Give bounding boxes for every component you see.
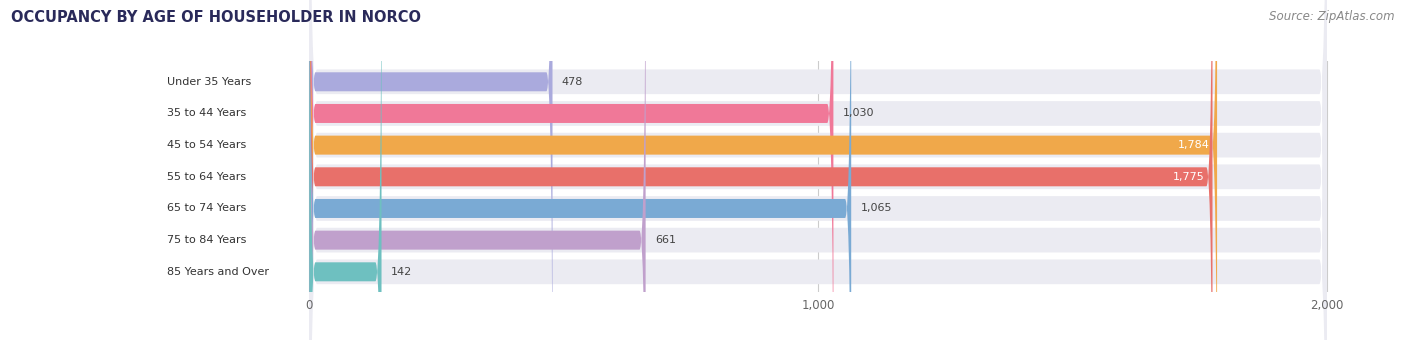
FancyBboxPatch shape <box>309 0 1218 340</box>
Text: 1,775: 1,775 <box>1173 172 1205 182</box>
FancyBboxPatch shape <box>309 0 1327 340</box>
Text: Under 35 Years: Under 35 Years <box>167 77 252 87</box>
Text: 661: 661 <box>655 235 676 245</box>
Text: 45 to 54 Years: 45 to 54 Years <box>167 140 246 150</box>
Text: 75 to 84 Years: 75 to 84 Years <box>167 235 246 245</box>
FancyBboxPatch shape <box>309 0 381 340</box>
FancyBboxPatch shape <box>309 0 645 340</box>
Text: 1,065: 1,065 <box>860 203 891 214</box>
Text: OCCUPANCY BY AGE OF HOUSEHOLDER IN NORCO: OCCUPANCY BY AGE OF HOUSEHOLDER IN NORCO <box>11 10 422 25</box>
FancyBboxPatch shape <box>309 0 1212 340</box>
Text: 35 to 44 Years: 35 to 44 Years <box>167 108 246 118</box>
FancyBboxPatch shape <box>309 0 1327 340</box>
Text: 1,030: 1,030 <box>842 108 875 118</box>
FancyBboxPatch shape <box>309 0 1327 340</box>
FancyBboxPatch shape <box>309 0 851 340</box>
FancyBboxPatch shape <box>309 0 834 340</box>
FancyBboxPatch shape <box>309 0 1327 340</box>
Text: Source: ZipAtlas.com: Source: ZipAtlas.com <box>1270 10 1395 23</box>
FancyBboxPatch shape <box>309 0 1327 340</box>
Text: 142: 142 <box>391 267 412 277</box>
Text: 1,784: 1,784 <box>1178 140 1209 150</box>
Text: 85 Years and Over: 85 Years and Over <box>167 267 269 277</box>
Text: 65 to 74 Years: 65 to 74 Years <box>167 203 246 214</box>
Text: 478: 478 <box>561 77 583 87</box>
FancyBboxPatch shape <box>309 0 1327 340</box>
Text: 55 to 64 Years: 55 to 64 Years <box>167 172 246 182</box>
FancyBboxPatch shape <box>309 0 1327 340</box>
FancyBboxPatch shape <box>309 0 553 340</box>
